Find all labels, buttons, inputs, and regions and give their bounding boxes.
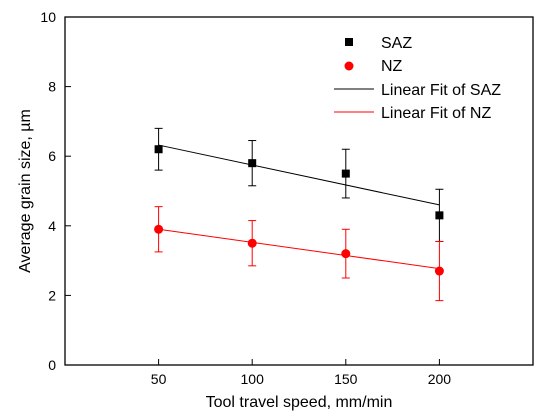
data-point-circle [341, 249, 351, 259]
x-tick-label: 100 [241, 371, 265, 387]
y-tick-label: 4 [48, 218, 56, 234]
y-tick-label: 6 [48, 148, 56, 164]
data-point-circle [154, 224, 164, 234]
legend-label-fit-saz: Linear Fit of SAZ [381, 82, 501, 99]
y-axis-title: Average grain size, µm [17, 109, 34, 273]
x-tick-label: 150 [334, 371, 358, 387]
legend-marker-nz [344, 61, 354, 71]
y-tick-label: 2 [48, 287, 56, 303]
legend-label-nz: NZ [381, 58, 403, 75]
legend-label-fit-nz: Linear Fit of NZ [381, 105, 491, 122]
fit-line-1 [158, 228, 440, 270]
y-tick-label: 0 [48, 357, 56, 373]
fit-lines [158, 144, 440, 270]
data-points [154, 145, 444, 276]
axis-ticks: 50 100 150 200 0 2 4 6 8 10 [40, 9, 451, 387]
x-axis-title: Tool travel speed, mm/min [206, 394, 393, 411]
legend-label-saz: SAZ [381, 35, 412, 52]
legend-marker-saz [345, 38, 353, 46]
y-tick-label: 8 [48, 79, 56, 95]
x-tick-label: 50 [151, 371, 167, 387]
data-point-circle [434, 266, 444, 276]
error-bars [154, 127, 444, 302]
y-tick-label: 10 [40, 9, 56, 25]
data-point-square [341, 169, 350, 178]
plot-frame [64, 16, 534, 366]
legend: SAZ NZ Linear Fit of SAZ Linear Fit of N… [334, 35, 501, 122]
x-tick-label: 200 [428, 371, 452, 387]
data-point-square [154, 145, 163, 154]
data-point-square [248, 159, 257, 168]
data-point-square [435, 211, 444, 220]
data-point-circle [247, 238, 257, 248]
fit-line-0 [158, 144, 440, 206]
